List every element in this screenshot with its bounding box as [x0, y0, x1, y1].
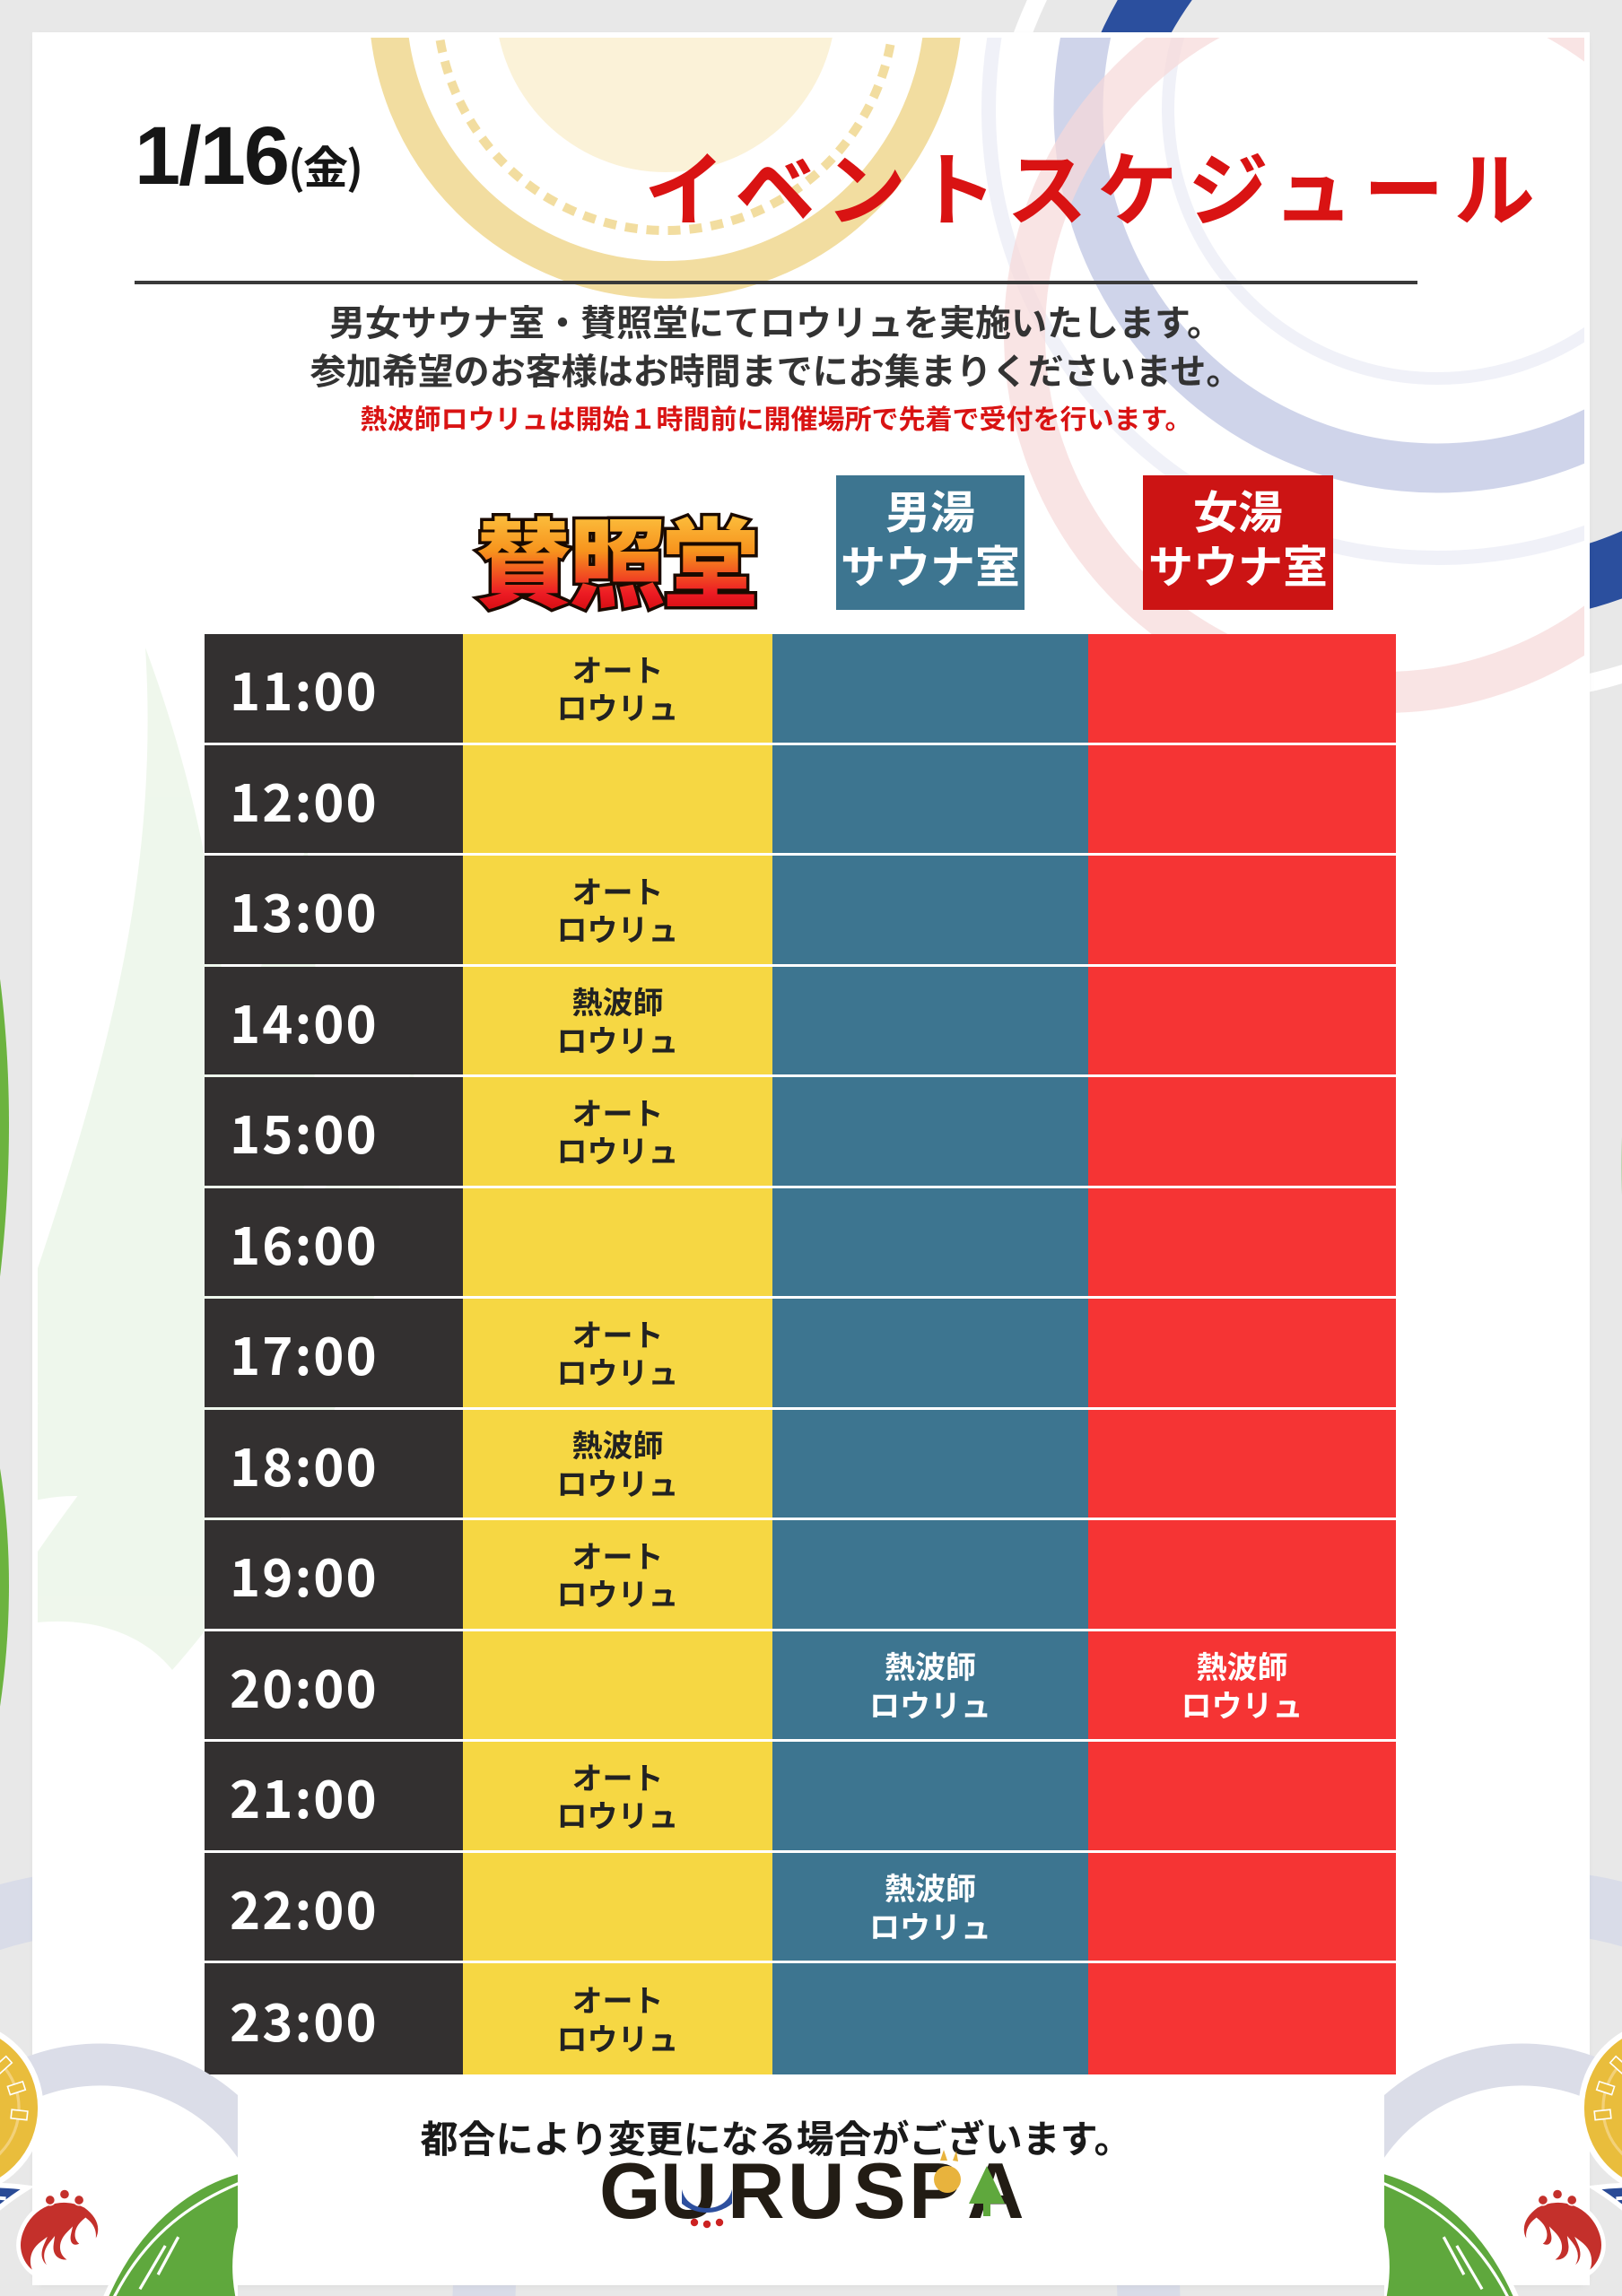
svg-text:R: R [728, 2148, 783, 2233]
svg-text:U: U [660, 2148, 716, 2233]
svg-text:G: G [599, 2148, 658, 2233]
svg-text:U: U [788, 2148, 843, 2233]
svg-text:賛照堂: 賛照堂 [475, 502, 755, 628]
svg-text:S: S [853, 2148, 904, 2233]
